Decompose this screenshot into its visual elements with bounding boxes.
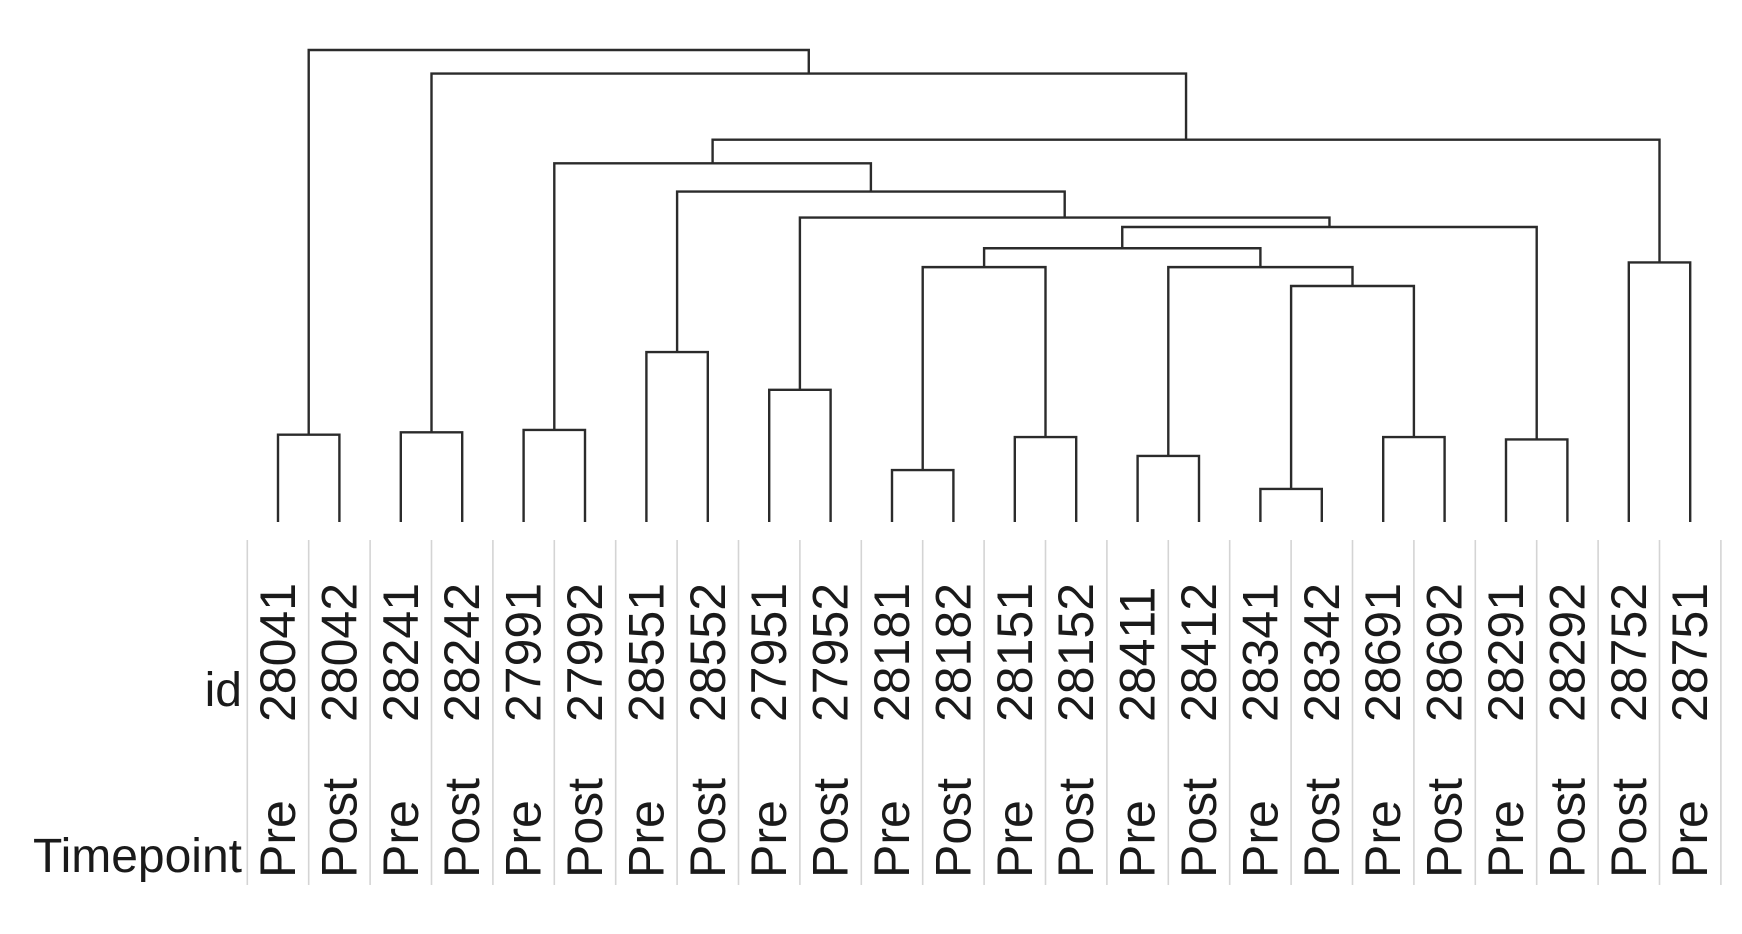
leaf-id-label: 28181 bbox=[864, 583, 920, 722]
leaf-id-label: 28341 bbox=[1232, 583, 1288, 722]
leaf-id-label: 28152 bbox=[1048, 583, 1104, 722]
branch-merge-with-28752-group bbox=[711, 138, 1661, 263]
branch-merge-pair-groups bbox=[982, 247, 1262, 268]
leaf-id-label: 28552 bbox=[680, 583, 736, 722]
leaf-timepoint-label: Post bbox=[1171, 778, 1227, 878]
leaf-id-label: 28041 bbox=[250, 583, 306, 722]
branch-merge-27951-27952 bbox=[768, 388, 832, 522]
leaf-labels: 28041Pre28042Post28241Pre28242Post27991P… bbox=[250, 583, 1718, 878]
branch-merge-with-28291-group bbox=[1121, 225, 1538, 440]
leaf-id-label: 28182 bbox=[925, 583, 981, 722]
branch-merge-with-27951-group bbox=[798, 216, 1331, 390]
leaf-timepoint-label: Pre bbox=[373, 800, 429, 878]
leaf-id-label: 27991 bbox=[496, 583, 552, 722]
leaf-timepoint-label: Pre bbox=[864, 800, 920, 878]
leaf-id-label: 28241 bbox=[373, 583, 429, 722]
leaf-id-label: 28411 bbox=[1110, 587, 1166, 722]
leaf-id-label: 27992 bbox=[557, 583, 613, 722]
leaf-timepoint-label: Pre bbox=[1478, 800, 1534, 878]
leaf-timepoint-label: Post bbox=[1417, 778, 1473, 878]
leaf-timepoint-label: Post bbox=[434, 778, 490, 878]
leaf-id-label: 28692 bbox=[1417, 583, 1473, 722]
leaf-timepoint-label: Pre bbox=[618, 800, 674, 878]
leaf-timepoint-label: Post bbox=[1294, 778, 1350, 878]
branch-merge-28241-28242 bbox=[399, 431, 464, 522]
leaf-timepoint-label: Post bbox=[311, 778, 367, 878]
leaf-timepoint-label: Pre bbox=[1355, 800, 1411, 878]
branch-merge-28341-28342 bbox=[1259, 487, 1323, 522]
leaf-id-label: 28042 bbox=[311, 583, 367, 722]
branch-merge-28752-28751 bbox=[1627, 261, 1692, 522]
column-separators bbox=[246, 540, 1722, 885]
branch-merge-28181-group-28151-group bbox=[921, 265, 1047, 471]
leaf-timepoint-label: Pre bbox=[987, 800, 1043, 878]
branch-merge-27991-27992 bbox=[522, 428, 587, 522]
branch-merge-28341-group-28691-group bbox=[1289, 284, 1416, 489]
leaf-timepoint-label: Post bbox=[557, 778, 613, 878]
branch-merge-28041-28042 bbox=[276, 433, 341, 522]
dendrogram-branches bbox=[276, 48, 1692, 522]
leaf-timepoint-label: Post bbox=[925, 778, 981, 878]
branch-merge-28181-28182 bbox=[890, 468, 955, 522]
leaf-timepoint-label: Pre bbox=[1110, 800, 1166, 878]
leaf-id-label: 28291 bbox=[1478, 583, 1534, 722]
leaf-id-label: 28292 bbox=[1539, 583, 1595, 722]
branch-merge-root bbox=[307, 48, 810, 435]
leaf-id-label: 27952 bbox=[803, 583, 859, 722]
leaf-timepoint-label: Pre bbox=[496, 800, 552, 878]
branch-merge-28151-28152 bbox=[1013, 435, 1078, 522]
leaf-timepoint-label: Pre bbox=[250, 800, 306, 878]
leaf-id-label: 28412 bbox=[1171, 583, 1227, 722]
branch-merge-with-28241-group bbox=[430, 72, 1188, 433]
leaf-timepoint-label: Pre bbox=[1662, 800, 1718, 878]
branch-merge-28291-28292 bbox=[1504, 438, 1569, 522]
row-label-id: id bbox=[205, 664, 242, 717]
leaf-id-label: 28751 bbox=[1662, 583, 1718, 722]
leaf-id-label: 28551 bbox=[618, 583, 674, 722]
leaf-id-label: 28752 bbox=[1601, 583, 1657, 722]
branch-merge-28551-28552 bbox=[645, 350, 709, 522]
branch-merge-28411-group-higher bbox=[1167, 265, 1354, 456]
leaf-timepoint-label: Pre bbox=[1232, 800, 1288, 878]
branch-merge-28691-28692 bbox=[1382, 435, 1446, 522]
row-label-timepoint: Timepoint bbox=[33, 830, 242, 883]
leaf-id-label: 28691 bbox=[1355, 583, 1411, 722]
leaf-timepoint-label: Post bbox=[1601, 778, 1657, 878]
leaf-timepoint-label: Post bbox=[803, 778, 859, 878]
branch-merge-with-28551-group bbox=[675, 190, 1066, 353]
leaf-id-label: 27951 bbox=[741, 583, 797, 722]
leaf-timepoint-label: Post bbox=[1048, 778, 1104, 878]
leaf-id-label: 28342 bbox=[1294, 583, 1350, 722]
leaf-id-label: 28242 bbox=[434, 583, 490, 722]
leaf-id-label: 28151 bbox=[987, 583, 1043, 722]
leaf-timepoint-label: Pre bbox=[741, 800, 797, 878]
leaf-timepoint-label: Post bbox=[680, 778, 736, 878]
branch-merge-28411-28412 bbox=[1136, 454, 1201, 522]
leaf-timepoint-label: Post bbox=[1539, 778, 1595, 878]
